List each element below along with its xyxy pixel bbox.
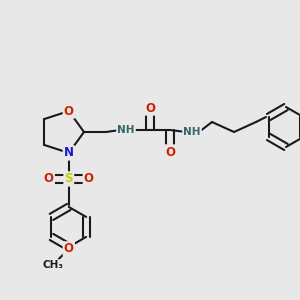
Text: O: O: [165, 146, 175, 158]
Text: S: S: [64, 172, 73, 185]
Text: NH: NH: [183, 127, 201, 137]
Text: CH₃: CH₃: [42, 260, 63, 270]
Text: O: O: [44, 172, 54, 185]
Text: O: O: [145, 101, 155, 115]
Text: NH: NH: [117, 125, 135, 135]
Text: O: O: [84, 172, 94, 185]
Text: O: O: [64, 242, 74, 255]
Text: N: N: [64, 146, 74, 159]
Text: O: O: [64, 105, 74, 118]
